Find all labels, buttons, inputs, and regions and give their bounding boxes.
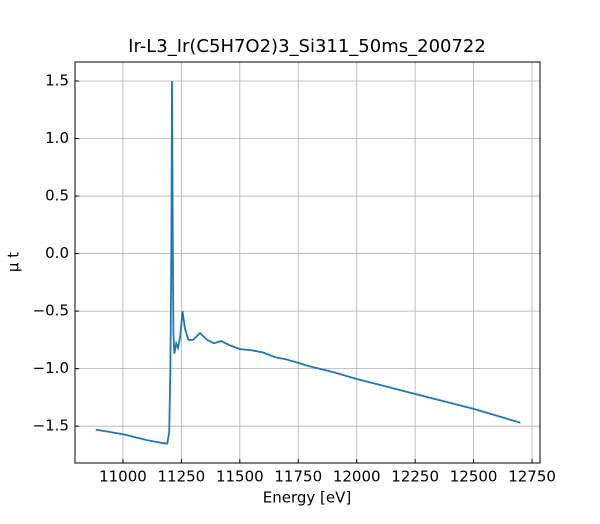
x-tick-label: 12000 [333, 468, 381, 486]
x-tick-label: 11000 [99, 468, 147, 486]
x-tick-label: 11500 [216, 468, 264, 486]
y-tick-label: 1.0 [45, 129, 69, 147]
y-axis-label: μ t [5, 252, 23, 272]
x-tick-label: 11750 [274, 468, 322, 486]
y-tick-label: −1.0 [33, 359, 69, 377]
data-line [95, 80, 521, 445]
y-tick-label: 0.0 [45, 244, 69, 262]
x-tick-label: 12500 [450, 468, 498, 486]
x-tick-label: 12750 [508, 468, 556, 486]
x-tick-label: 11250 [158, 468, 206, 486]
chart-title: Ir-L3_Ir(C5H7O2)3_Si311_50ms_200722 [128, 36, 486, 57]
x-tick-label: 12250 [391, 468, 439, 486]
plot-frame [74, 61, 541, 464]
y-tick-label: 1.5 [45, 71, 69, 89]
x-axis-label: Energy [eV] [263, 489, 351, 507]
y-tick-label: 0.5 [45, 187, 69, 205]
y-tick-label: −0.5 [33, 302, 69, 320]
y-tick-label: −1.5 [33, 417, 69, 435]
